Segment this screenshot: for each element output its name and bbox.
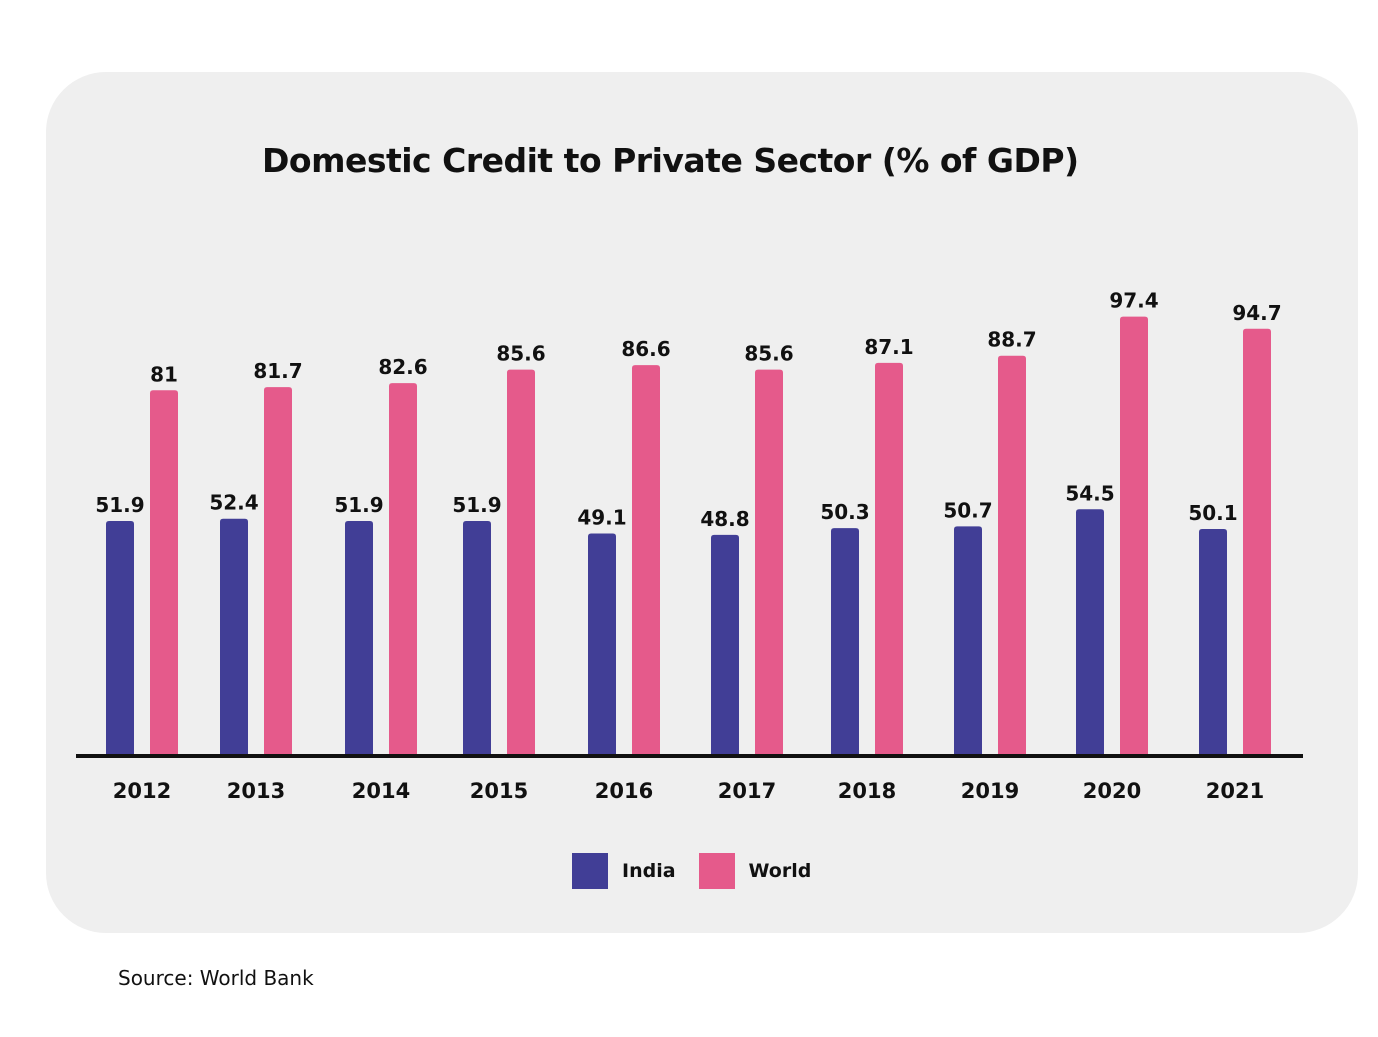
x-tick-labels-group: 2012 2013 2014 2015 2016 2017 2018 2019 2020 2021	[113, 779, 1264, 803]
x-tick-label-2016: 2016	[595, 779, 653, 803]
legend-label-india: India	[622, 860, 676, 882]
value-label-world-2019: 88.7	[987, 328, 1036, 352]
value-label-india-2021: 50.1	[1188, 501, 1237, 525]
bar-india-2021	[1199, 529, 1227, 754]
source-note: Source: World Bank	[118, 966, 314, 990]
bar-india-2013	[220, 518, 248, 754]
x-tick-label-2020: 2020	[1083, 779, 1141, 803]
x-tick-label-2012: 2012	[113, 779, 171, 803]
legend-swatch-world	[698, 853, 735, 889]
value-label-world-2015: 85.6	[496, 342, 545, 366]
x-tick-label-2013: 2013	[227, 779, 285, 803]
bar-india-2016	[588, 533, 616, 754]
x-tick-label-2017: 2017	[718, 779, 776, 803]
bar-india-2018	[831, 528, 859, 754]
x-tick-label-2018: 2018	[838, 779, 896, 803]
value-label-world-2012: 81	[150, 362, 178, 386]
bar-world-2020	[1120, 316, 1148, 754]
x-tick-label-2021: 2021	[1206, 779, 1264, 803]
value-label-world-2014: 82.6	[378, 355, 427, 379]
bar-world-2021	[1243, 328, 1271, 754]
bar-world-2016	[632, 365, 660, 754]
value-label-world-2020: 97.4	[1109, 289, 1158, 313]
value-label-india-2013: 52.4	[209, 491, 258, 515]
bar-world-2012	[150, 390, 178, 754]
value-label-india-2020: 54.5	[1065, 481, 1114, 505]
bar-world-2019	[998, 355, 1026, 754]
x-tick-label-2014: 2014	[352, 779, 410, 803]
value-label-india-2015: 51.9	[452, 493, 501, 517]
value-label-india-2019: 50.7	[943, 498, 992, 522]
bar-world-2015	[507, 369, 535, 754]
bar-world-2018	[875, 362, 903, 754]
value-label-india-2017: 48.8	[700, 507, 749, 531]
bar-india-2012	[106, 520, 134, 754]
chart-title: Domestic Credit to Private Sector (% of …	[262, 141, 1079, 180]
value-label-world-2021: 94.7	[1232, 301, 1281, 325]
x-tick-label-2015: 2015	[470, 779, 528, 803]
value-label-india-2018: 50.3	[820, 500, 869, 524]
legend-swatch-india	[572, 853, 608, 889]
value-label-india-2016: 49.1	[577, 506, 626, 530]
value-label-world-2017: 85.6	[744, 342, 793, 366]
x-tick-label-2019: 2019	[961, 779, 1019, 803]
legend: India World	[572, 853, 834, 889]
bar-world-2017	[755, 369, 783, 754]
bars-group	[106, 316, 1271, 754]
value-label-india-2014: 51.9	[334, 493, 383, 517]
bar-world-2014	[389, 383, 417, 754]
bar-india-2015	[463, 520, 491, 754]
value-label-world-2013: 81.7	[253, 359, 302, 383]
value-label-india-2012: 51.9	[95, 493, 144, 517]
value-labels-group: 51.9 81 52.4 81.7 51.9 82.6 51.9 85.6 49.1 86.6 48…	[95, 289, 1281, 531]
bar-india-2020	[1076, 509, 1104, 754]
bar-world-2013	[264, 387, 292, 754]
value-label-world-2018: 87.1	[864, 335, 913, 359]
bar-india-2017	[711, 534, 739, 754]
bar-india-2019	[954, 526, 982, 754]
bar-india-2014	[345, 520, 373, 754]
legend-label-world: World	[748, 860, 812, 882]
value-label-world-2016: 86.6	[621, 337, 670, 361]
